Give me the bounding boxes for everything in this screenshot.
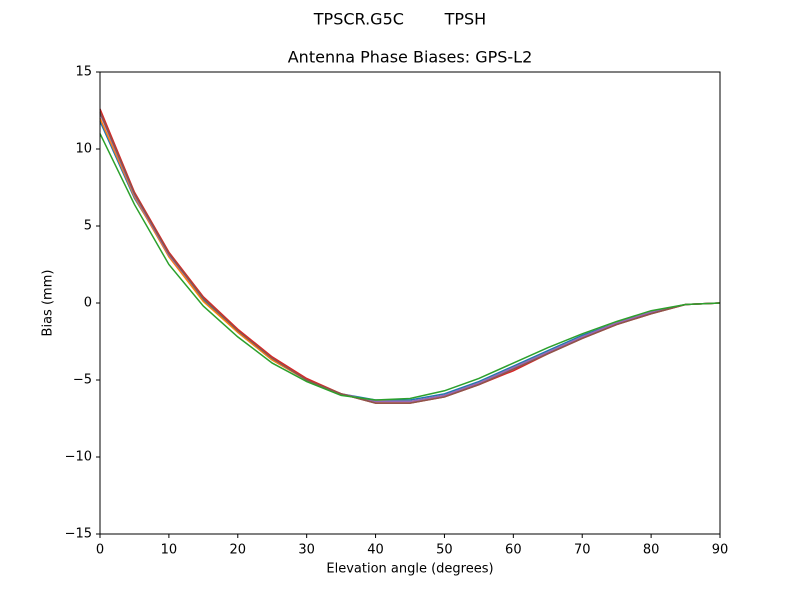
series-line [99, 111, 721, 404]
suptitle: TPSCR.G5C TPSH [313, 10, 486, 29]
series-line [99, 120, 721, 401]
series-line [99, 108, 721, 404]
x-tick-label: 0 [96, 543, 104, 558]
y-axis-label: Bias (mm) [41, 270, 56, 337]
series-line [99, 133, 721, 401]
y-tick-label: −15 [65, 527, 92, 542]
y-tick-label: 5 [84, 219, 92, 234]
x-tick-label: 40 [367, 543, 384, 558]
y-tick-label: −5 [73, 373, 92, 388]
series-line [99, 117, 721, 403]
y-tick-label: 0 [84, 296, 92, 311]
y-tick-label: 15 [75, 65, 92, 80]
x-tick-label: 30 [298, 543, 315, 558]
x-tick-label: 20 [230, 543, 247, 558]
x-tick-label: 80 [643, 543, 660, 558]
chart-title: Antenna Phase Biases: GPS-L2 [288, 48, 533, 67]
x-tick-label: 10 [161, 543, 178, 558]
x-tick-label: 70 [574, 543, 591, 558]
x-tick-label: 60 [505, 543, 522, 558]
y-tick-label: −10 [65, 450, 92, 465]
x-tick-label: 90 [712, 543, 729, 558]
x-tick-label: 50 [436, 543, 453, 558]
x-axis-label: Elevation angle (degrees) [326, 562, 493, 577]
series-line [99, 113, 721, 403]
y-tick-label: 10 [75, 142, 92, 157]
plot-frame [99, 71, 721, 535]
